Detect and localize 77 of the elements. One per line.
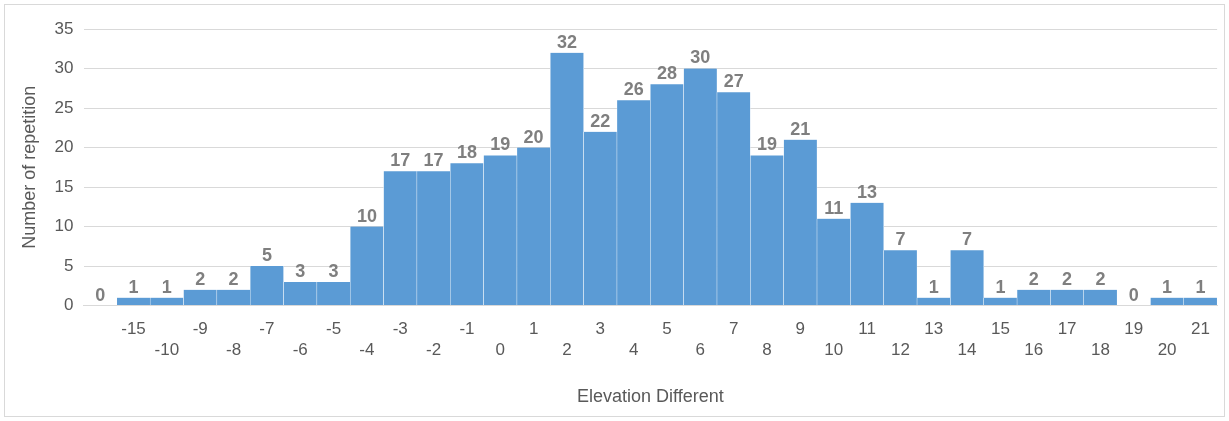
data-label: 1 [161,276,172,297]
x-tick-label: 11 [858,319,876,339]
data-label: 2 [195,268,206,289]
y-tick-label: 35 [54,18,74,38]
x-tick-label: 8 [762,339,772,359]
y-tick-label: 30 [54,58,74,78]
data-label: 19 [757,134,778,155]
x-tick-label: 3 [595,319,606,339]
data-label: 0 [95,284,106,305]
x-tick-label: 2 [562,339,572,359]
x-tick-label: 18 [1090,339,1110,359]
data-label: 1 [1195,276,1206,297]
x-tick-label: -1 [459,319,475,339]
y-tick-label: 20 [54,137,74,157]
x-tick-label: -8 [225,339,242,359]
y-axis-title: Number of repetition [18,85,39,249]
x-tick-label: 4 [628,339,639,359]
data-label: 7 [962,229,973,250]
data-label: 18 [456,142,477,163]
y-tick-label: 25 [54,97,74,117]
x-tick-label: -2 [426,339,442,359]
y-tick-label: 10 [54,216,74,236]
x-tick-label: 6 [695,339,706,359]
data-label: 1 [1162,276,1173,297]
x-tick-label: 0 [495,339,506,359]
x-tick-label: 15 [990,319,1010,339]
y-tick-label: 15 [54,176,74,196]
data-label: 21 [790,118,811,139]
x-tick-label: -4 [359,339,375,359]
data-label: 2 [1095,268,1106,289]
y-tick-label: 0 [64,295,74,315]
data-label: 0 [1128,284,1139,305]
x-tick-label: -7 [259,319,275,339]
data-label: 1 [928,276,939,297]
data-label: 2 [228,268,239,289]
x-tick-label: 5 [662,319,672,339]
x-tick-label: -15 [121,319,146,339]
x-tick-label: -3 [392,319,408,339]
data-label: 28 [656,63,678,84]
data-label: 27 [723,71,744,92]
data-label: 30 [690,47,711,68]
data-label: 10 [356,205,377,226]
y-tick-label: 5 [64,255,74,275]
x-tick-label: 14 [957,339,977,359]
x-tick-label: -10 [154,339,180,359]
x-tick-label: 20 [1157,339,1177,359]
data-label: 5 [261,245,272,266]
x-tick-label: -9 [192,319,208,339]
data-label: 1 [995,276,1006,297]
data-label: 3 [295,260,306,281]
x-tick-label: 21 [1191,319,1210,339]
x-tick-label: 1 [528,319,539,339]
x-tick-label: 17 [1057,319,1077,339]
data-label: 13 [857,181,878,202]
data-label: 17 [423,150,444,171]
x-tick-label: -5 [326,319,342,339]
data-label: 3 [328,260,339,281]
x-tick-label: 7 [728,319,739,339]
x-tick-label: -6 [292,339,308,359]
x-tick-label: 10 [824,339,844,359]
x-tick-label: 16 [1024,339,1044,359]
data-label: 7 [895,229,906,250]
data-label: 32 [556,31,577,52]
x-tick-label: 19 [1124,319,1144,339]
data-label: 26 [623,79,644,100]
data-label: 22 [590,110,611,131]
data-label: 1 [128,276,139,297]
x-tick-label: 13 [924,319,944,339]
data-label: 17 [390,150,411,171]
data-label: 19 [490,134,511,155]
data-label: 11 [824,197,844,218]
data-label: 2 [1062,268,1073,289]
x-tick-label: 9 [795,319,806,339]
x-tick-label: 12 [890,339,910,359]
x-axis-title: Elevation Different [576,386,724,407]
data-label: 2 [1028,268,1039,289]
data-label: 20 [523,126,544,147]
